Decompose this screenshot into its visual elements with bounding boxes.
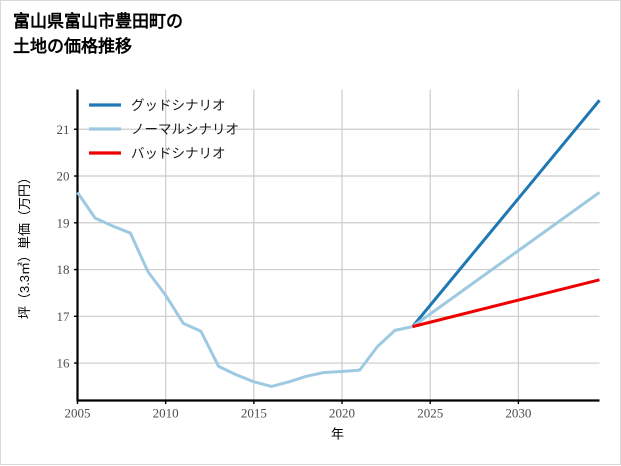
- legend-label-0: グッドシナリオ: [131, 98, 226, 113]
- y-tick-label: 16: [57, 356, 71, 371]
- x-axis-title: 年: [331, 427, 344, 442]
- series-line-1: [76, 191, 601, 388]
- y-tick-label: 20: [57, 169, 70, 184]
- series-line-2: [412, 278, 600, 329]
- y-tick-labels-group: 16 17 18 19 20 21: [57, 122, 78, 371]
- x-tick-label: 2010: [153, 406, 179, 421]
- x-tick-label: 2020: [329, 406, 355, 421]
- axis-titles-group: 年 坪（3.3㎡）単価（万円）: [17, 171, 344, 442]
- y-tick-label: 17: [57, 309, 71, 324]
- x-tick-label: 2015: [241, 406, 267, 421]
- legend-label-1: ノーマルシナリオ: [131, 122, 239, 137]
- series-group: [76, 99, 601, 388]
- y-tick-label: 21: [57, 122, 70, 137]
- axis-lines-group: [76, 89, 600, 402]
- x-tick-label: 2005: [65, 406, 91, 421]
- page-title: 富山県富山市豊田町の 土地の価格推移: [13, 12, 183, 56]
- x-tick-labels-group: 2005 2010 2015 2020 2025 2030: [65, 400, 531, 421]
- x-tick-label: 2030: [505, 406, 531, 421]
- y-axis-title: 坪（3.3㎡）単価（万円）: [17, 171, 32, 319]
- y-tick-label: 18: [57, 262, 70, 277]
- series-line-0: [411, 99, 601, 328]
- legend-label-2: バッドシナリオ: [131, 146, 226, 161]
- x-tick-label: 2025: [417, 406, 443, 421]
- y-tick-label: 19: [57, 215, 70, 230]
